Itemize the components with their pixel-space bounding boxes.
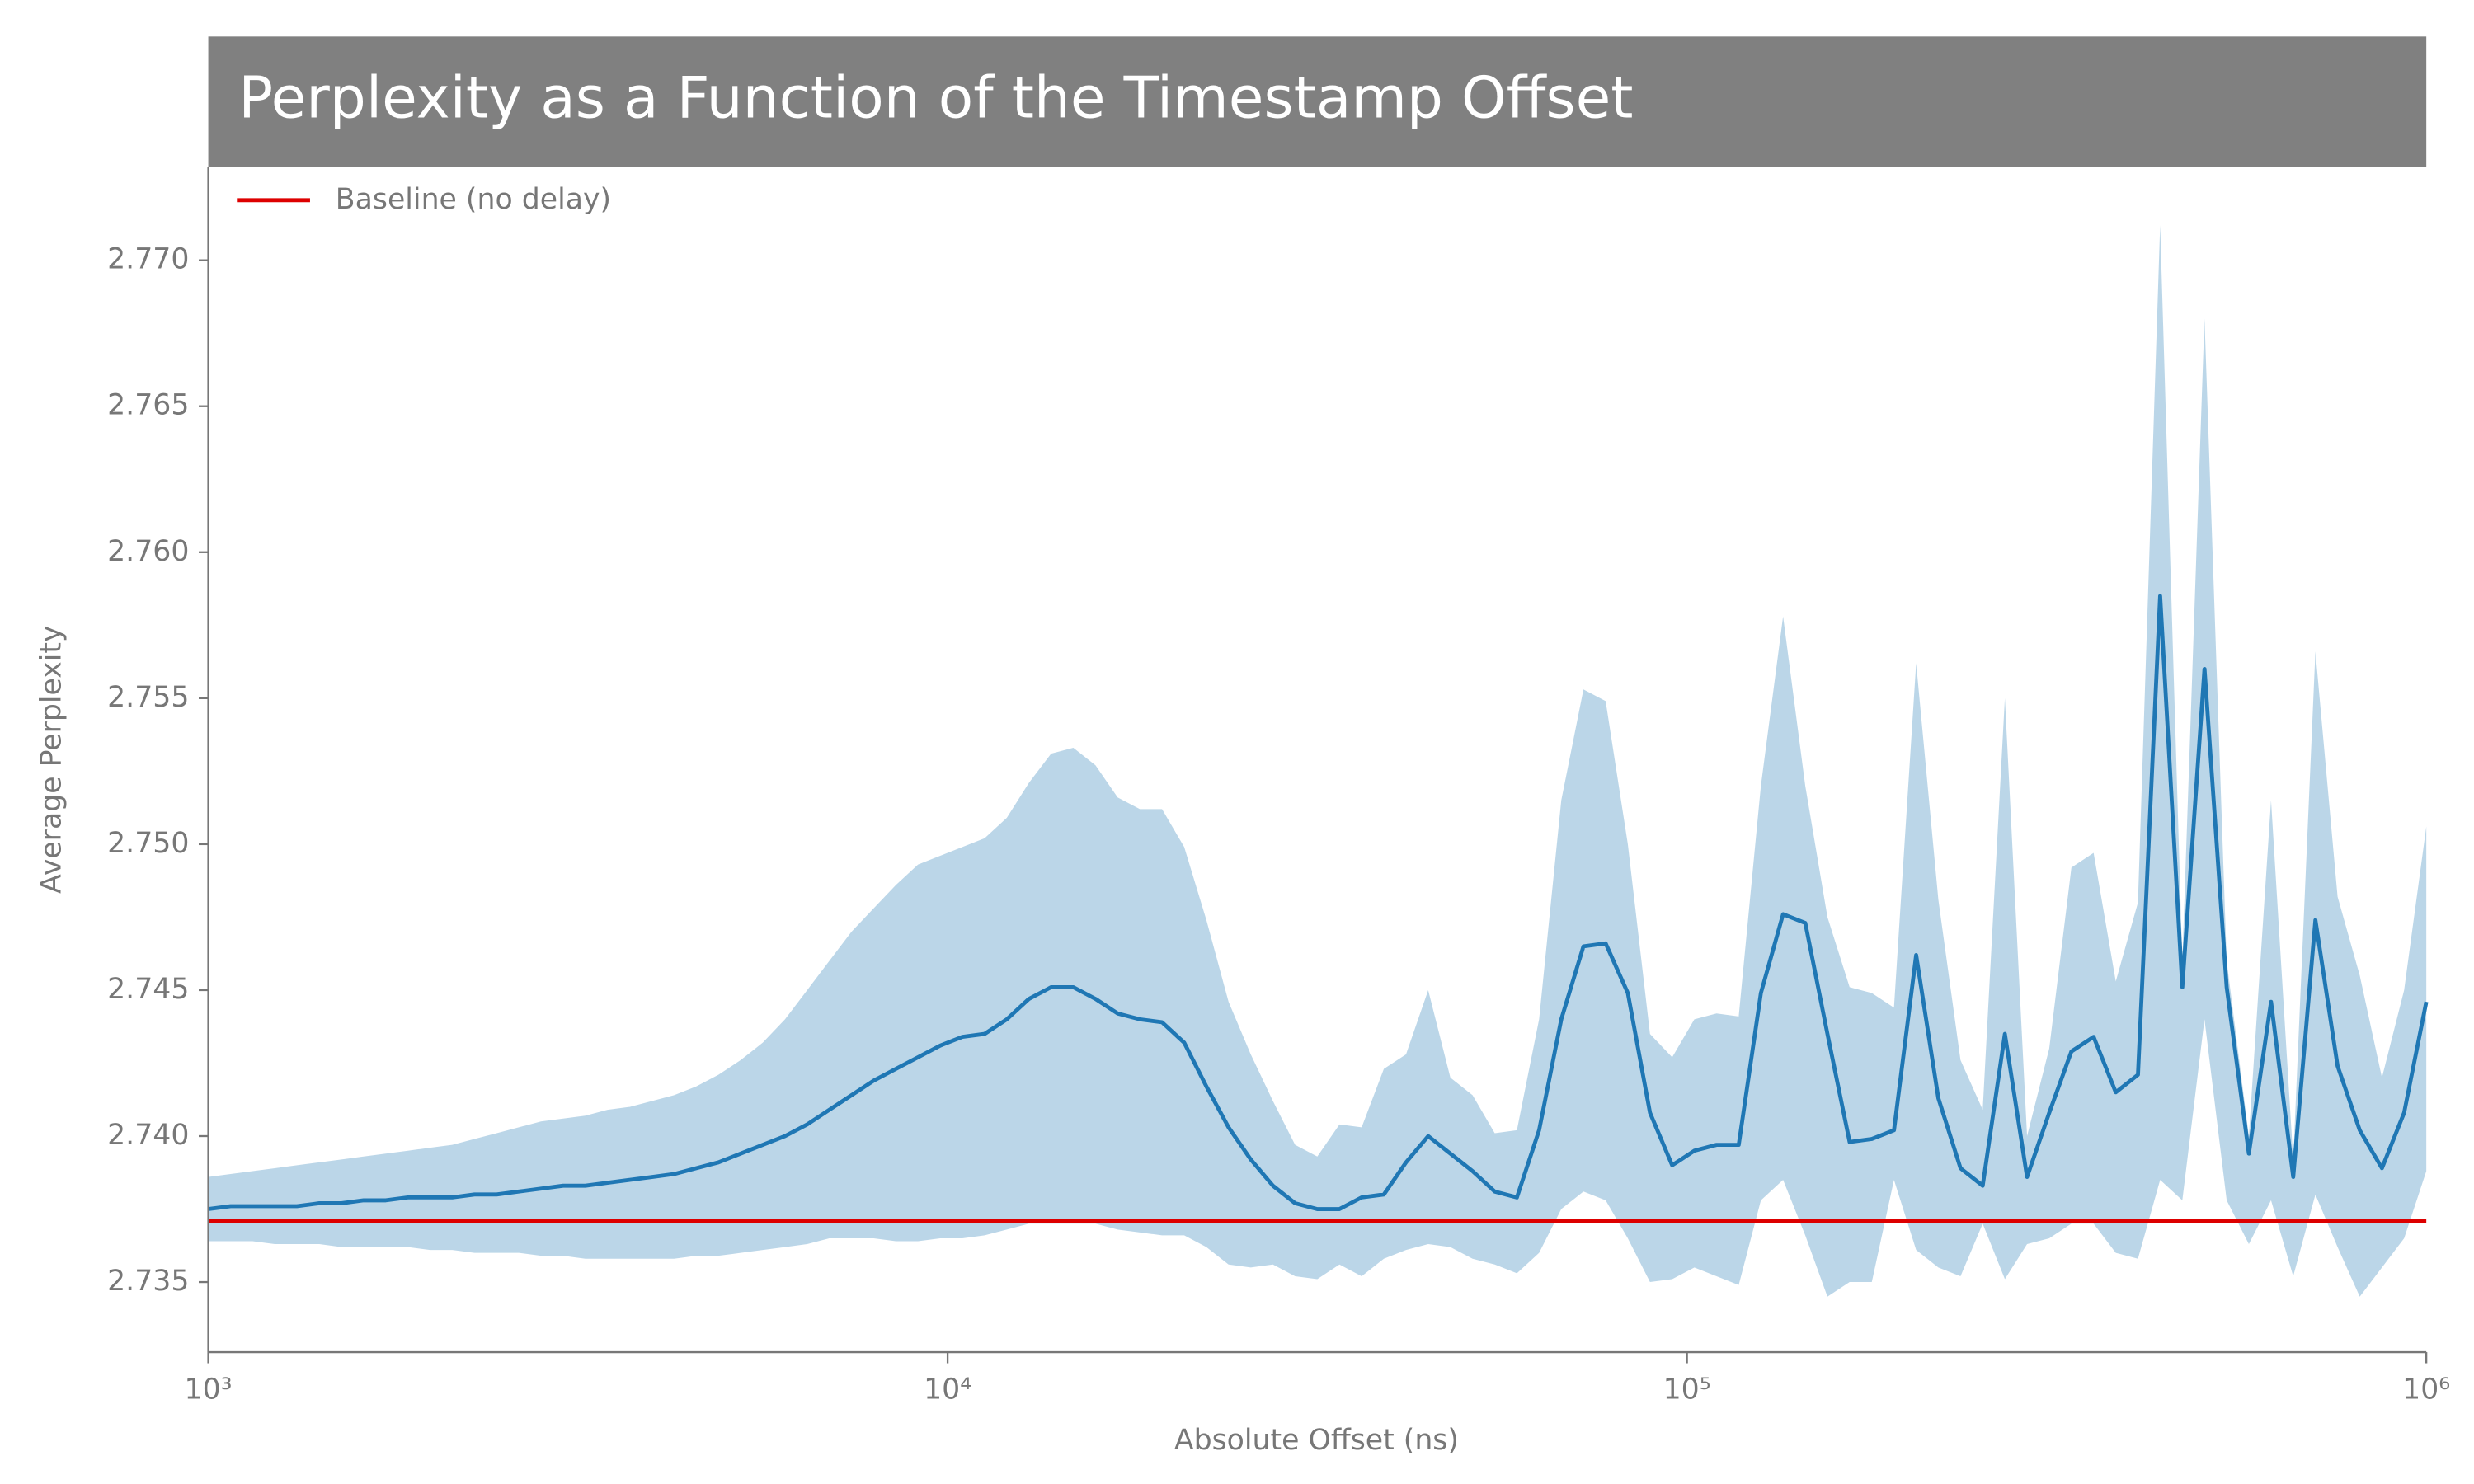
x-tick-label: 10⁵ bbox=[1663, 1373, 1711, 1406]
y-axis-label: Average Perplexity bbox=[35, 626, 68, 894]
mean-line bbox=[208, 594, 2429, 1211]
y-tick-label: 2.735 bbox=[107, 1265, 189, 1298]
confidence-band bbox=[208, 225, 2427, 1297]
y-tick-label: 2.770 bbox=[107, 243, 189, 276]
x-tick-label: 10⁴ bbox=[924, 1373, 971, 1406]
chart-title: Perplexity as a Function of the Timestam… bbox=[238, 65, 1633, 131]
plot-area bbox=[208, 225, 2429, 1297]
x-tick-label: 10⁶ bbox=[2402, 1373, 2450, 1406]
y-tick-label: 2.765 bbox=[107, 389, 189, 422]
y-tick-label: 2.745 bbox=[107, 973, 189, 1006]
y-tick-label: 2.740 bbox=[107, 1119, 189, 1152]
y-tick-label: 2.755 bbox=[107, 681, 189, 714]
title-bar bbox=[208, 36, 2427, 167]
x-axis-label: Absolute Offset (ns) bbox=[1174, 1424, 1459, 1457]
legend-label: Baseline (no delay) bbox=[336, 183, 611, 216]
y-tick-label: 2.750 bbox=[107, 827, 189, 860]
x-tick-label: 10³ bbox=[185, 1373, 233, 1406]
y-tick-label: 2.760 bbox=[107, 535, 189, 568]
